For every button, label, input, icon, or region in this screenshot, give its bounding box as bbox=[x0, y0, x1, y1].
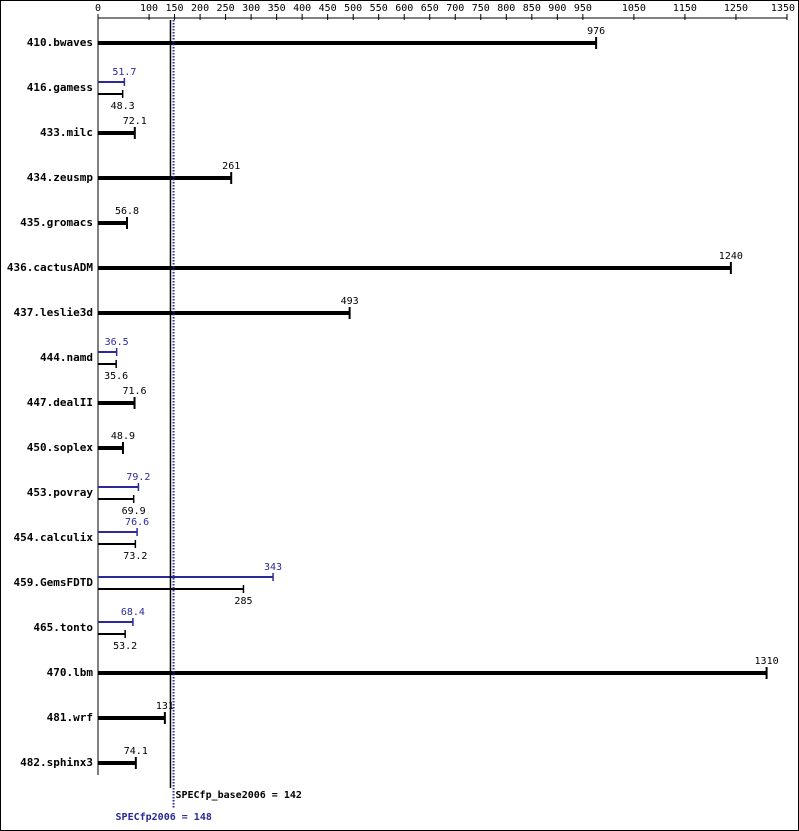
bar bbox=[98, 671, 767, 675]
base-label: 285 bbox=[234, 596, 252, 607]
base-label: 48.3 bbox=[111, 101, 135, 112]
category-label: 447.dealII bbox=[27, 396, 93, 409]
base-bar bbox=[98, 498, 134, 500]
value-label: 1240 bbox=[719, 251, 743, 262]
value-label: 72.1 bbox=[123, 116, 147, 127]
category-label: 481.wrf bbox=[47, 711, 93, 724]
peak-bar bbox=[98, 531, 138, 533]
x-tick-label: 500 bbox=[344, 3, 362, 14]
bar bbox=[98, 176, 232, 180]
category-label: 435.gromacs bbox=[20, 216, 93, 229]
category-label: 453.povray bbox=[27, 486, 94, 499]
x-tick-label: 1350 bbox=[771, 3, 795, 14]
value-label: 48.9 bbox=[111, 431, 135, 442]
x-tick-label: 1250 bbox=[724, 3, 748, 14]
category-label: 459.GemsFDTD bbox=[14, 576, 94, 589]
reference-label: SPECfp_base2006 = 142 bbox=[175, 790, 301, 801]
value-label: 56.8 bbox=[115, 206, 139, 217]
x-tick-label: 400 bbox=[293, 3, 311, 14]
category-label: 450.soplex bbox=[27, 441, 94, 454]
value-label: 131 bbox=[156, 701, 174, 712]
category-label: 465.tonto bbox=[33, 621, 93, 634]
peak-bar bbox=[98, 351, 117, 353]
x-tick-label: 900 bbox=[548, 3, 566, 14]
bar bbox=[98, 131, 135, 135]
peak-label: 79.2 bbox=[126, 472, 150, 483]
reference-label: SPECfp2006 = 148 bbox=[116, 812, 212, 823]
bar bbox=[98, 41, 597, 45]
value-label: 1310 bbox=[755, 656, 779, 667]
base-bar bbox=[98, 543, 136, 545]
base-label: 73.2 bbox=[123, 551, 147, 562]
peak-bar bbox=[98, 486, 139, 488]
category-label: 416.gamess bbox=[27, 81, 93, 94]
peak-label: 343 bbox=[264, 562, 282, 573]
x-tick-label: 1150 bbox=[673, 3, 697, 14]
x-tick-label: 1050 bbox=[622, 3, 646, 14]
x-tick-label: 650 bbox=[421, 3, 439, 14]
x-tick-label: 600 bbox=[395, 3, 413, 14]
x-tick-label: 950 bbox=[574, 3, 592, 14]
peak-bar bbox=[98, 621, 133, 623]
bar bbox=[98, 716, 165, 720]
base-bar bbox=[98, 633, 126, 635]
x-tick-label: 300 bbox=[242, 3, 260, 14]
category-label: 434.zeusmp bbox=[27, 171, 94, 184]
x-tick-label: 850 bbox=[523, 3, 541, 14]
value-label: 71.6 bbox=[122, 386, 146, 397]
x-tick-label: 150 bbox=[166, 3, 184, 14]
value-label: 493 bbox=[341, 296, 359, 307]
x-tick-label: 800 bbox=[497, 3, 515, 14]
x-tick-label: 350 bbox=[268, 3, 286, 14]
bar bbox=[98, 401, 135, 405]
base-label: 69.9 bbox=[122, 506, 146, 517]
category-label: 444.namd bbox=[40, 351, 93, 364]
value-label: 74.1 bbox=[124, 746, 148, 757]
peak-label: 36.5 bbox=[105, 337, 129, 348]
category-label: 482.sphinx3 bbox=[20, 756, 93, 769]
value-label: 976 bbox=[587, 26, 605, 37]
category-label: 436.cactusADM bbox=[7, 261, 93, 274]
x-tick-label: 450 bbox=[319, 3, 337, 14]
category-label: 454.calculix bbox=[14, 531, 94, 544]
bar bbox=[98, 761, 136, 765]
category-label: 470.lbm bbox=[47, 666, 94, 679]
peak-bar bbox=[98, 576, 274, 578]
base-label: 35.6 bbox=[104, 371, 128, 382]
bar bbox=[98, 311, 350, 315]
x-tick-label: 0 bbox=[95, 3, 101, 14]
x-tick-label: 200 bbox=[191, 3, 209, 14]
bar bbox=[98, 221, 127, 225]
x-tick-label: 550 bbox=[370, 3, 388, 14]
base-bar bbox=[98, 93, 123, 95]
base-label: 53.2 bbox=[113, 641, 137, 652]
category-label: 410.bwaves bbox=[27, 36, 93, 49]
x-tick-label: 250 bbox=[217, 3, 235, 14]
peak-bar bbox=[98, 81, 125, 83]
peak-label: 51.7 bbox=[112, 67, 136, 78]
x-tick-label: 750 bbox=[472, 3, 490, 14]
x-tick-label: 700 bbox=[446, 3, 464, 14]
value-label: 261 bbox=[222, 161, 240, 172]
base-bar bbox=[98, 363, 117, 365]
bar bbox=[98, 446, 123, 450]
category-label: 437.leslie3d bbox=[14, 306, 93, 319]
category-label: 433.milc bbox=[40, 126, 93, 139]
x-tick-label: 100 bbox=[140, 3, 158, 14]
peak-label: 68.4 bbox=[121, 607, 145, 618]
peak-label: 76.6 bbox=[125, 517, 149, 528]
bar bbox=[98, 266, 731, 270]
